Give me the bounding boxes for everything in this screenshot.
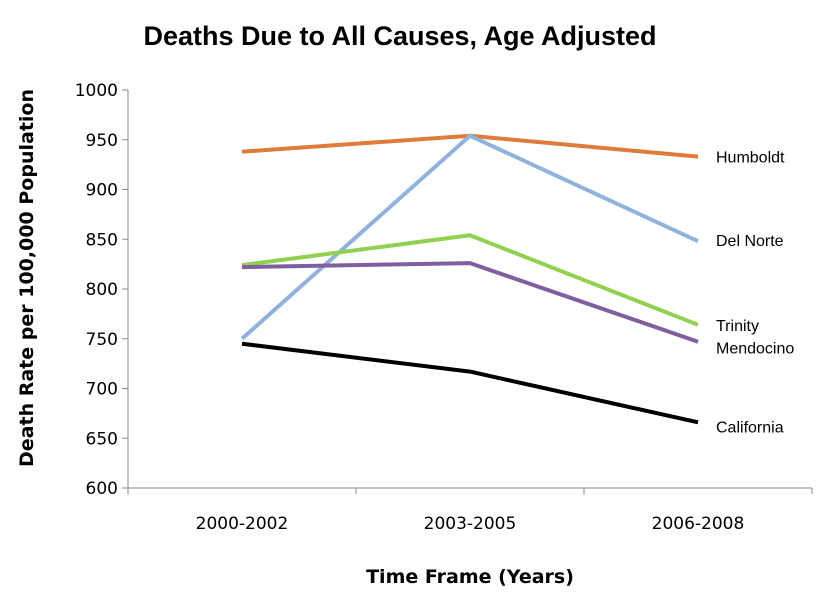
x-axis: 2000-2002 2003-2005 2006-2008 [127,487,813,534]
y-tick-label: 950 [86,131,118,151]
y-axis: 600 650 700 750 800 850 900 950 1000 [75,81,129,499]
series-label-humboldt: Humboldt [716,150,785,167]
chart-title: Deaths Due to All Causes, Age Adjusted [143,21,656,51]
x-tick-label: 2006-2008 [652,514,745,534]
y-tick-label: 650 [86,429,118,449]
y-tick-label: 600 [86,479,118,499]
series-lines [240,133,699,425]
y-tick-label: 750 [86,330,118,350]
series-label-california: California [716,419,784,436]
series-labels: Humboldt Del Norte Trinity Mendocino Califor… [716,150,794,437]
series-label-del-norte: Del Norte [716,233,784,250]
y-tick-label: 1000 [75,81,118,101]
y-axis-title: Death Rate per 100,000 Population [16,89,38,467]
series-line-humboldt [241,133,699,159]
y-tick-label: 850 [86,230,118,250]
y-tick-label: 800 [86,280,118,300]
series-label-trinity: Trinity [716,318,759,335]
series-line-del-norte [240,133,699,341]
series-line-california [241,341,699,425]
y-tick-label: 900 [86,181,118,201]
series-line-mendocino [241,261,699,344]
series-label-mendocino: Mendocino [716,341,794,358]
x-axis-title: Time Frame (Years) [366,566,574,588]
x-tick-label: 2000-2002 [196,514,289,534]
series-line-trinity [241,233,699,327]
x-tick-label: 2003-2005 [424,514,517,534]
y-tick-label: 700 [86,380,118,400]
